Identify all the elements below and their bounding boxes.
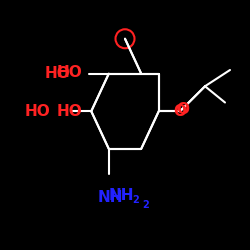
Text: HO: HO — [57, 104, 82, 119]
Text: O: O — [174, 104, 186, 119]
Text: 2: 2 — [142, 200, 149, 210]
Text: NH: NH — [109, 188, 134, 202]
Text: 2: 2 — [132, 195, 139, 205]
Text: HO: HO — [44, 66, 70, 81]
Text: O: O — [176, 102, 189, 118]
Text: HO: HO — [24, 104, 50, 119]
Text: NH: NH — [98, 190, 123, 205]
Text: HO: HO — [57, 65, 82, 80]
